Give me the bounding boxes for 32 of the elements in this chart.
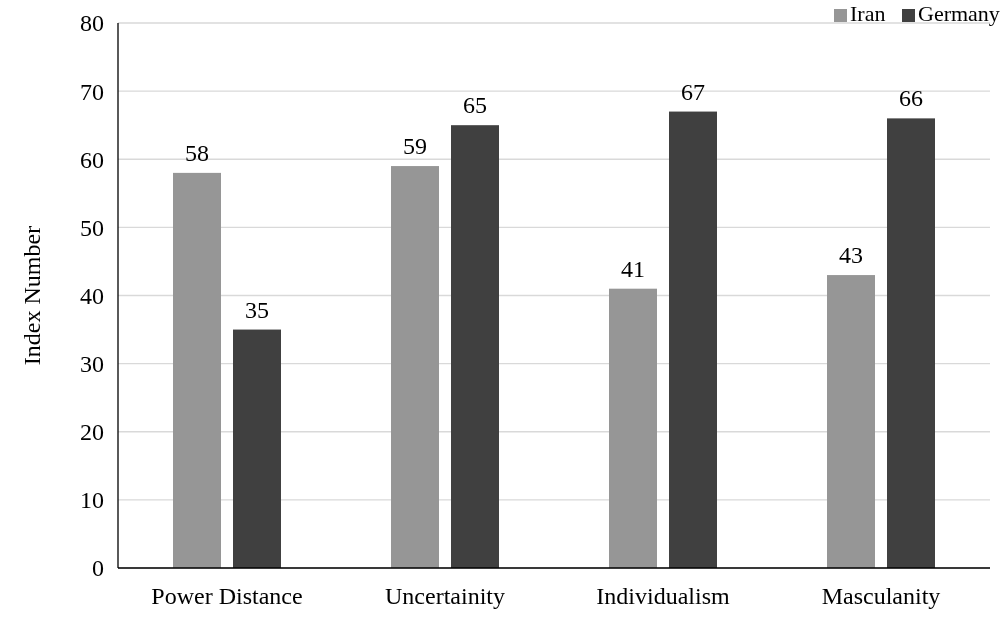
y-axis-title: Index Number: [19, 225, 45, 366]
y-tick-label: 30: [80, 351, 104, 378]
legend-label: Germany: [918, 1, 1000, 26]
x-tick-label: Individualism: [596, 583, 730, 609]
data-label: 35: [245, 296, 269, 323]
y-tick-label: 70: [80, 78, 104, 105]
y-tick-label: 10: [80, 487, 104, 514]
bar: [887, 118, 935, 568]
y-tick-label: 0: [92, 555, 104, 582]
x-tick-label: Power Distance: [151, 583, 303, 609]
bar: [173, 172, 221, 568]
legend-label: Iran: [850, 1, 886, 26]
x-tick-label: Masculanity: [821, 583, 941, 609]
data-label: 65: [463, 92, 487, 119]
data-label: 41: [621, 255, 645, 282]
y-tick-label: 40: [80, 282, 104, 309]
bar: [391, 166, 439, 568]
data-label: 58: [185, 139, 209, 166]
bar: [669, 111, 717, 568]
bar: [827, 275, 875, 568]
data-label: 66: [899, 85, 923, 112]
bar: [451, 125, 499, 568]
data-label: 43: [839, 242, 863, 269]
y-tick-label: 20: [80, 419, 104, 446]
bar: [233, 329, 281, 568]
data-label: 59: [403, 133, 427, 160]
bar: [609, 288, 657, 568]
y-tick-label: 80: [80, 10, 104, 37]
x-tick-label: Uncertainity: [385, 583, 505, 609]
y-tick-label: 50: [80, 214, 104, 241]
data-label: 67: [681, 78, 705, 105]
y-tick-label: 60: [80, 146, 104, 173]
